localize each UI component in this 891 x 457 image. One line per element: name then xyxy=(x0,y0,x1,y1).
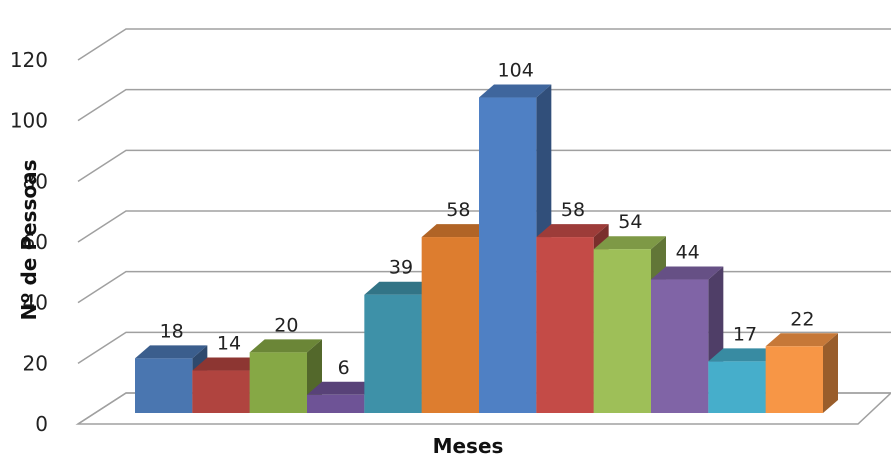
bar-front xyxy=(708,361,766,413)
y-tick-label: 80 xyxy=(23,169,48,193)
bar-front xyxy=(249,352,307,413)
data-label: 39 xyxy=(389,257,413,279)
bar-top xyxy=(421,224,494,238)
gridline xyxy=(77,88,891,122)
data-label: 17 xyxy=(733,323,757,345)
gridline xyxy=(77,210,891,243)
data-label: 58 xyxy=(446,199,470,221)
bar-top xyxy=(364,281,437,295)
data-labels: 18 14 20 6 39 58 104 58 54 44 17 22 xyxy=(160,60,815,379)
bar-front xyxy=(135,358,193,413)
x-axis-title: Meses xyxy=(433,434,504,457)
bar-front xyxy=(421,237,479,413)
bar-top xyxy=(651,266,724,280)
bar-top xyxy=(593,236,666,250)
bar-front xyxy=(765,346,823,413)
bar-side xyxy=(823,333,838,413)
bar-front xyxy=(651,279,709,413)
bar-top xyxy=(135,345,208,359)
bar-top xyxy=(536,224,609,238)
bar-top xyxy=(765,333,838,347)
bar-front xyxy=(536,237,594,413)
y-tick-label: 40 xyxy=(23,291,48,315)
bar xyxy=(765,333,838,413)
data-label: 44 xyxy=(676,242,700,264)
y-tick-label: 120 xyxy=(10,48,48,72)
data-label: 20 xyxy=(274,314,298,336)
data-label: 18 xyxy=(160,320,184,342)
y-tick-label: 20 xyxy=(23,351,48,375)
data-label: 6 xyxy=(338,357,350,379)
data-label: 14 xyxy=(217,333,241,355)
bar-top xyxy=(708,348,781,362)
bar-top xyxy=(307,381,380,395)
bar-front xyxy=(364,294,422,413)
bar-top xyxy=(249,339,322,353)
bar-top xyxy=(479,84,552,98)
data-label: 104 xyxy=(498,60,534,82)
data-label: 22 xyxy=(790,308,814,330)
y-tick-label: 100 xyxy=(10,109,48,133)
bar-front xyxy=(593,249,651,413)
gridline xyxy=(77,149,891,182)
bar xyxy=(593,236,666,413)
y-tick-label: 0 xyxy=(35,412,48,436)
bar-top xyxy=(192,357,265,371)
bar xyxy=(249,339,322,413)
y-tick-label: 60 xyxy=(23,230,48,254)
y-axis-ticks: 0 20 40 60 80 100 120 xyxy=(10,48,48,436)
bar-front xyxy=(192,370,250,413)
bar-front xyxy=(479,97,537,414)
bar-front xyxy=(307,394,365,413)
data-label: 58 xyxy=(561,199,585,221)
data-label: 54 xyxy=(618,211,642,233)
bars xyxy=(135,84,838,414)
y-axis-title: Nº de Pessoas xyxy=(17,160,41,321)
gridline xyxy=(77,28,891,61)
